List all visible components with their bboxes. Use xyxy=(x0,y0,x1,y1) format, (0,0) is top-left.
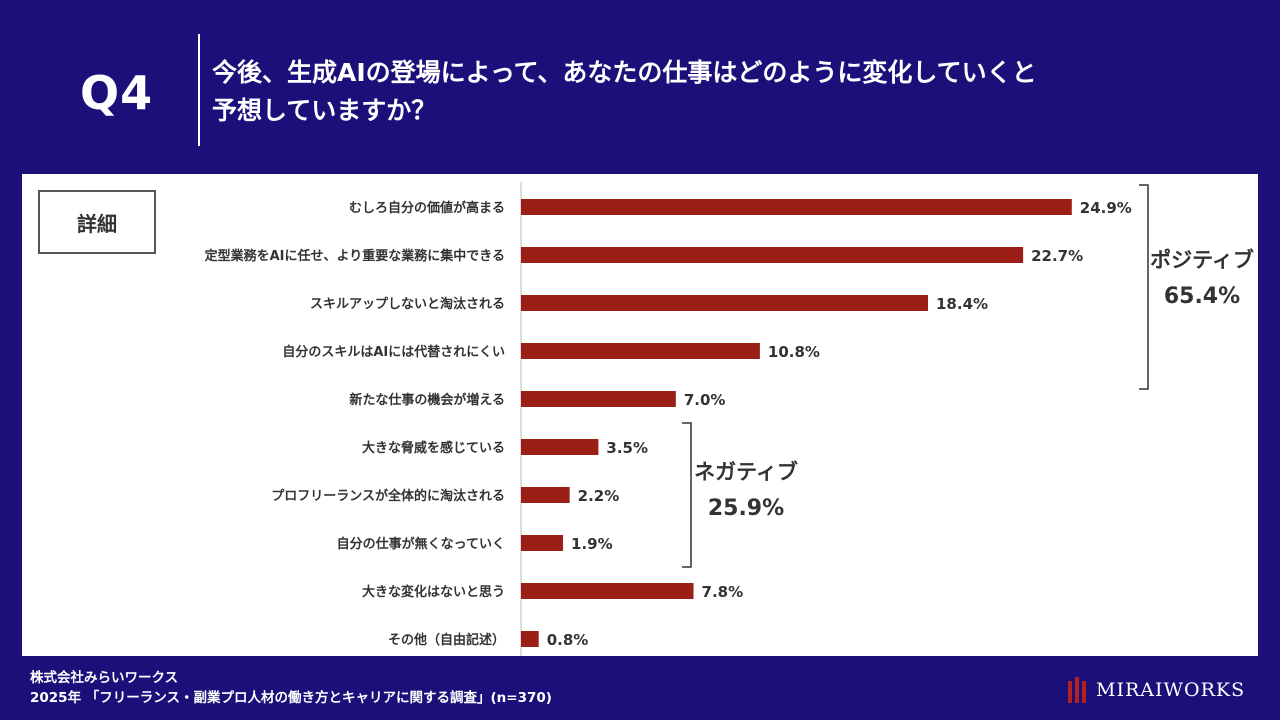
footer: 株式会社みらいワークス 2025年 「フリーランス・副業プロ人材の働き方とキャリ… xyxy=(30,668,552,708)
value-label: 10.8% xyxy=(768,343,820,361)
value-label: 22.7% xyxy=(1031,247,1083,265)
category-label: 自分のスキルはAIには代替されにくい xyxy=(282,344,505,360)
value-label: 0.8% xyxy=(547,631,589,649)
category-label: その他（自由記述） xyxy=(388,632,505,648)
positive-group-label: ポジティブ 65.4% xyxy=(1146,244,1258,309)
chart-panel: 詳細 むしろ自分の価値が高まる 24.9% 定型業務をAIに任せ、より重要な業務に集… xyxy=(22,174,1258,656)
bar xyxy=(521,391,676,407)
bar-chart: むしろ自分の価値が高まる 24.9% 定型業務をAIに任せ、より重要な業務に集中でき… xyxy=(204,182,1149,656)
value-label: 24.9% xyxy=(1080,199,1132,217)
category-label: 新たな仕事の機会が増える xyxy=(349,392,505,408)
question-line-2: 予想していますか？ xyxy=(212,96,437,125)
category-label: 定型業務をAIに任せ、より重要な業務に集中できる xyxy=(204,248,505,264)
bar xyxy=(521,535,564,551)
negative-group-label: ネガティブ 25.9% xyxy=(690,456,802,521)
category-label: 大きな脅威を感じている xyxy=(362,440,505,456)
value-label: 2.2% xyxy=(578,487,620,505)
category-label: スキルアップしないと淘汰される xyxy=(310,296,505,312)
positive-group-name: ポジティブ xyxy=(1150,248,1254,272)
bar xyxy=(521,631,539,647)
logo-mark-icon xyxy=(1068,677,1086,703)
value-label: 1.9% xyxy=(571,535,613,553)
question-text: 今後、生成AIの登場によって、あなたの仕事はどのように変化していくと 予想してい… xyxy=(212,54,1212,130)
miraiworks-logo: MIRAIWORKS xyxy=(1068,676,1245,704)
question-line-1: 今後、生成AIの登場によって、あなたの仕事はどのように変化していくと xyxy=(212,58,1037,87)
bar xyxy=(521,487,570,503)
value-label: 18.4% xyxy=(936,295,988,313)
category-label: 自分の仕事が無くなっていく xyxy=(337,536,505,552)
category-label: むしろ自分の価値が高まる xyxy=(349,200,505,216)
value-label: 7.8% xyxy=(702,583,744,601)
question-number: Q4 xyxy=(80,66,154,120)
category-label: プロフリーランスが全体的に淘汰される xyxy=(271,488,505,504)
negative-bracket xyxy=(682,422,692,568)
footer-company: 株式会社みらいワークス xyxy=(30,670,179,686)
positive-bracket xyxy=(1139,184,1149,390)
value-label: 3.5% xyxy=(606,439,648,457)
value-label: 7.0% xyxy=(684,391,726,409)
bar xyxy=(521,439,599,455)
category-label: 大きな変化はないと思う xyxy=(362,584,505,600)
negative-group-total: 25.9% xyxy=(707,496,785,521)
bar xyxy=(521,343,760,359)
bar xyxy=(521,247,1024,263)
positive-group-total: 65.4% xyxy=(1163,284,1241,309)
bar xyxy=(521,583,694,599)
footer-survey: 2025年 「フリーランス・副業プロ人材の働き方とキャリアに関する調査」(n=3… xyxy=(30,690,552,706)
bar xyxy=(521,295,929,311)
negative-group-name: ネガティブ xyxy=(694,460,798,484)
bar xyxy=(521,199,1072,215)
header-divider xyxy=(198,34,200,146)
detail-label: 詳細 xyxy=(38,190,156,254)
logo-text: MIRAIWORKS xyxy=(1096,679,1246,701)
